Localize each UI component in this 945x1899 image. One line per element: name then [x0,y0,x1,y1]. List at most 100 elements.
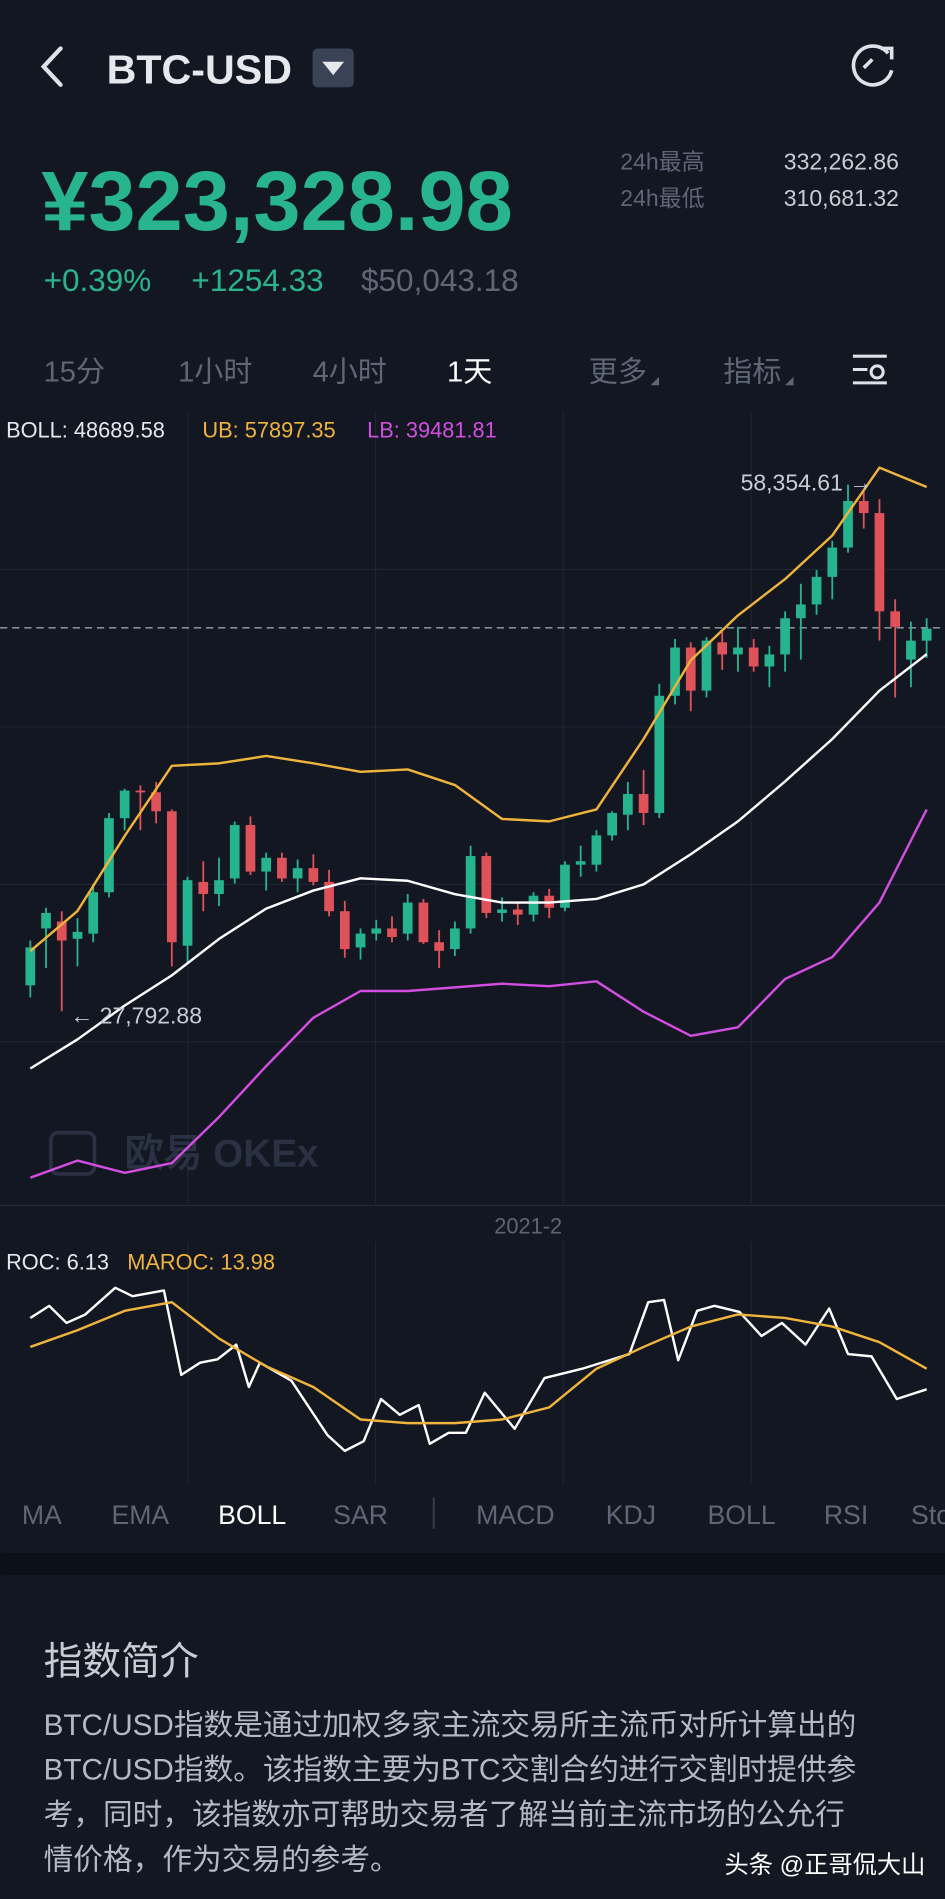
candle-body [450,928,460,950]
section-gap [0,1553,945,1575]
candle-body [402,902,413,934]
pair-title: BTC-USD [107,47,292,93]
footer-watermark: 头条 @正哥侃大山 [724,1852,925,1879]
candle-body [418,902,429,943]
candle-body [795,604,806,619]
candle-body [88,892,99,934]
candle-body [874,513,885,612]
watermark: 欧易 OKEx [49,1130,319,1176]
roc-legend: ROC: 6.13 [6,1250,109,1275]
pair-dropdown[interactable] [312,48,354,88]
sub-indicator-tab[interactable]: MACD [476,1500,554,1530]
refresh-button[interactable] [851,44,894,87]
boll-legend: BOLL: 48689.58 [6,417,165,442]
candle-body [497,909,507,913]
candle-body [858,501,869,514]
intro-body: BTC/USD指数是通过加权多家主流交易所主流币对所计算出的 BTC/USD指数。… [44,1709,857,1876]
watermark-logo [49,1130,97,1176]
candle-body [41,912,51,929]
intro-line: 考，同时，该指数亦可帮助交易者了解当前主流市场的公允行 [44,1798,845,1831]
candle-body [182,880,193,946]
candle-body [72,931,83,939]
candle-body [670,647,680,696]
sub-indicator-tab[interactable]: BOLL [708,1500,776,1530]
intro-line: BTC/USD指数。该指数主要为BTC交割合约进行交割时提供参 [44,1754,857,1787]
ub-legend: UB: 57897.35 [202,417,335,442]
high-value: 332,262.86 [784,149,899,175]
settings-dot [869,364,885,380]
maroc-line [29,1301,928,1425]
candle-body [214,880,224,894]
low-value: 310,681.32 [784,185,899,211]
interval-tabs: 15分 1小时 4小时 1天 更多 指标 [44,356,794,389]
candle-body [575,861,586,865]
interval-tab[interactable]: 更多 [589,356,647,389]
candle-body [528,895,539,915]
candle-body [921,628,932,641]
candle-body [119,790,130,819]
dropdown-caret [322,61,345,76]
candle-body [355,933,366,948]
main-indicator-tab[interactable]: MA [22,1500,62,1530]
chart-settings[interactable] [852,354,887,385]
interval-tab[interactable]: 1小时 [178,356,252,389]
candle-body [717,642,728,655]
dropdown-corner [650,376,660,386]
candle-body [151,792,161,812]
intro-title: 指数简介 [44,1640,199,1683]
candle-body [198,881,209,894]
candle-body [465,856,476,929]
refresh-arrow [880,46,894,60]
dropdown-corner [785,376,794,386]
candle-body [261,857,272,872]
date-label: 2021-2 [494,1213,562,1238]
candle-body [135,790,146,793]
candle-body [843,501,853,548]
candle-body [607,812,617,836]
candle-body [701,640,712,691]
candle-body [654,695,665,813]
back-button[interactable] [40,46,63,87]
candle-body [560,864,570,908]
candle-body [339,911,350,950]
interval-tab[interactable]: 指标 [723,356,781,389]
candle-body [387,928,397,938]
change-pct: +0.39% [44,262,152,298]
candle-body [308,868,319,882]
refresh-tick [862,58,874,70]
settings-lines [852,354,887,385]
candle-body [292,868,303,879]
chart-grid [0,411,945,1485]
interval-tab[interactable]: 15分 [44,357,105,389]
candle-body [371,928,382,934]
candle-body [748,647,759,667]
candle-body [811,576,822,605]
main-indicator-tab[interactable]: BOLL [218,1500,286,1530]
roc-grid [187,1241,752,1485]
interval-tab[interactable]: 1天 [447,357,492,389]
main-indicator-tab[interactable]: EMA [111,1500,169,1530]
candle-body [166,811,177,943]
intro-line: 情价格，作为交易的参考。 [44,1843,400,1876]
candle-body [25,947,36,986]
interval-tab[interactable]: 4小时 [313,356,387,389]
roc-line [29,1286,928,1453]
change-abs: +1254.33 [191,262,323,298]
main-indicator-tab[interactable]: SAR [333,1500,388,1530]
high-label: 24h最高 [620,149,704,175]
candle-body [685,647,696,691]
sub-indicator-tab[interactable]: KDJ [606,1500,656,1530]
lb-legend: LB: 39481.81 [367,417,497,442]
candle-body [890,611,901,627]
sub-indicator-tab[interactable]: Sto [911,1500,945,1530]
candle-body [229,825,240,879]
sub-indicator-tab[interactable]: RSI [824,1500,868,1530]
roc-chart [29,1286,928,1453]
candle-body [512,909,523,915]
boll-upper [29,466,928,952]
watermark-text: 欧易 OKEx [125,1133,319,1176]
grid-horizontal [0,568,945,1043]
last-price: ¥323,328.98 [41,153,513,248]
